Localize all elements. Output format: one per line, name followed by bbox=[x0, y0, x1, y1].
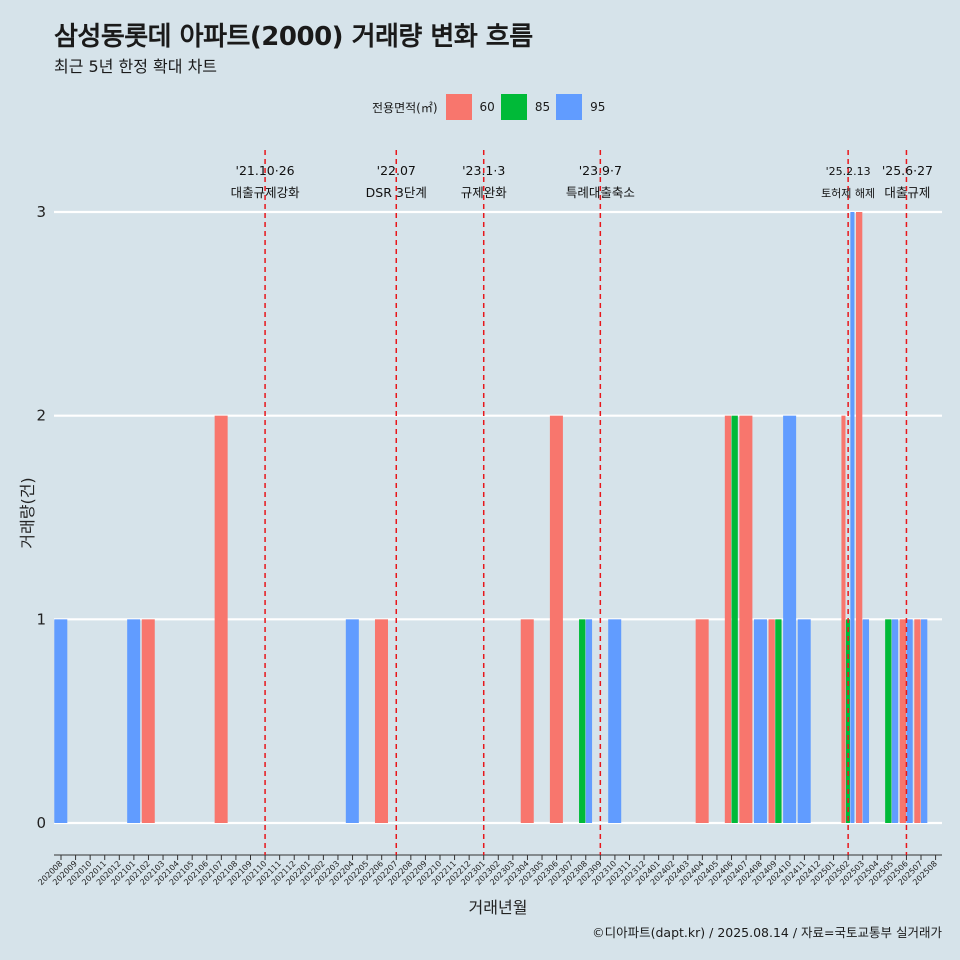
bar-202502-60 bbox=[841, 415, 846, 823]
bar-202503-95 bbox=[862, 619, 870, 823]
legend-swatch-95 bbox=[556, 94, 583, 120]
bar-202406-85 bbox=[731, 415, 738, 823]
event-label: 대출규제강화 bbox=[231, 185, 301, 200]
bar-202308-95 bbox=[585, 619, 593, 823]
bar-202304-60 bbox=[520, 619, 534, 823]
legend-swatch-85 bbox=[500, 94, 527, 120]
event-label: 토허제 해제 bbox=[821, 186, 875, 200]
legend-label-60: 60 bbox=[479, 100, 495, 114]
event-label: DSR 3단계 bbox=[366, 185, 427, 200]
bar-202306-60 bbox=[549, 415, 563, 823]
event-label: 대출규제 bbox=[884, 185, 930, 200]
bar-202404-60 bbox=[695, 619, 709, 823]
event-date-label: '21.10·26 bbox=[236, 163, 295, 178]
bar-202102-60 bbox=[141, 619, 155, 823]
bar-202310-95 bbox=[608, 619, 622, 823]
bar-202204-95 bbox=[345, 619, 359, 823]
bar-202407-60 bbox=[739, 415, 753, 823]
bar-202505-95 bbox=[891, 619, 899, 823]
legend-label-85: 85 bbox=[534, 100, 551, 114]
bar-202503-60 bbox=[856, 212, 863, 823]
bar-202506-60 bbox=[899, 619, 907, 823]
bar-202502-95 bbox=[850, 212, 855, 823]
event-label: 특례대출축소 bbox=[566, 185, 635, 200]
y-tick-label: 3 bbox=[36, 203, 46, 221]
bar-202409-85 bbox=[775, 619, 782, 823]
bar-202409-60 bbox=[768, 619, 775, 823]
event-date-label: '23.9·7 bbox=[579, 163, 622, 178]
chart-subtitle: 최근 5년 한정 확대 차트 bbox=[54, 57, 218, 76]
y-axis-title: 거래량(건) bbox=[18, 477, 37, 548]
bar-202410-95 bbox=[783, 415, 797, 823]
bar-202308-85 bbox=[579, 619, 586, 823]
y-tick-label: 2 bbox=[36, 407, 46, 425]
event-date-label: '23.1·3 bbox=[462, 163, 505, 178]
legend-label-95: 95 bbox=[590, 100, 606, 114]
legend-item-95: 95 bbox=[556, 94, 605, 120]
y-tick-label: 1 bbox=[36, 610, 46, 628]
chart-title: 삼성동롯데 아파트(2000) 거래량 변화 흐름 bbox=[54, 22, 533, 52]
bar-202506-95 bbox=[906, 619, 913, 823]
x-axis-title: 거래년월 bbox=[469, 898, 528, 917]
legend: 전용면적(㎡) 60 85 95 bbox=[372, 92, 611, 122]
event-label: 규제완화 bbox=[461, 185, 508, 200]
legend-item-85: 85 bbox=[500, 94, 551, 120]
bar-202107-60 bbox=[214, 415, 228, 823]
bar-202101-95 bbox=[127, 619, 141, 823]
bar-202507-60 bbox=[914, 619, 921, 823]
legend-item-60: 60 bbox=[445, 94, 495, 120]
bar-202505-85 bbox=[885, 619, 892, 823]
legend-swatch-60 bbox=[445, 94, 472, 120]
event-date-label: '22.07 bbox=[377, 163, 416, 178]
bar-202408-95 bbox=[753, 619, 767, 823]
bar-202411-95 bbox=[797, 619, 811, 823]
source-caption: ©디아파트(dapt.kr) / 2025.08.14 / 자료=국토교통부 실… bbox=[592, 925, 942, 940]
bar-202406-60 bbox=[724, 415, 732, 823]
event-date-label: '25.6·27 bbox=[882, 163, 933, 178]
bar-202206-60 bbox=[374, 619, 388, 823]
bar-202507-95 bbox=[921, 619, 928, 823]
y-tick-label: 0 bbox=[36, 814, 46, 832]
event-date-label: '25.2.13 bbox=[826, 165, 871, 178]
legend-title: 전용면적(㎡) bbox=[372, 100, 438, 115]
bar-202008-95 bbox=[54, 619, 68, 823]
